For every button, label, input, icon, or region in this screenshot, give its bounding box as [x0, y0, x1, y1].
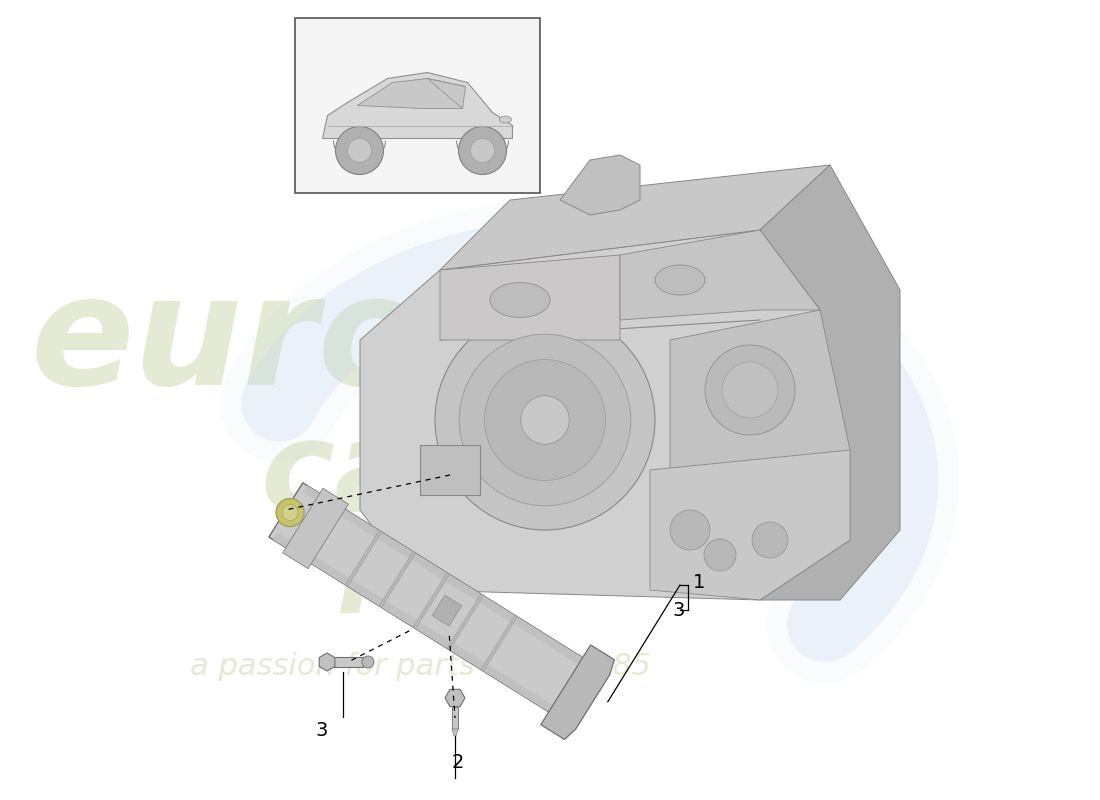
Circle shape: [704, 539, 736, 571]
Polygon shape: [650, 450, 850, 600]
Polygon shape: [440, 255, 620, 340]
Polygon shape: [327, 657, 363, 667]
Polygon shape: [620, 230, 820, 320]
Circle shape: [459, 334, 630, 506]
Circle shape: [282, 505, 298, 521]
Circle shape: [471, 138, 495, 162]
Polygon shape: [283, 488, 349, 569]
Circle shape: [752, 522, 788, 558]
Text: 3: 3: [672, 601, 684, 619]
Circle shape: [348, 138, 372, 162]
Polygon shape: [345, 530, 382, 586]
Text: car: car: [260, 415, 480, 536]
Polygon shape: [268, 482, 591, 718]
Polygon shape: [481, 615, 517, 671]
Circle shape: [362, 656, 374, 668]
Circle shape: [484, 359, 605, 481]
Polygon shape: [432, 595, 462, 626]
Circle shape: [722, 362, 778, 418]
Polygon shape: [322, 73, 513, 138]
Polygon shape: [420, 445, 480, 495]
Circle shape: [459, 126, 506, 174]
Polygon shape: [452, 729, 458, 736]
Ellipse shape: [490, 282, 550, 318]
Polygon shape: [360, 230, 850, 600]
Ellipse shape: [654, 265, 705, 295]
Text: parts: parts: [340, 507, 660, 613]
Polygon shape: [358, 78, 465, 109]
Polygon shape: [273, 533, 558, 714]
Text: 2: 2: [452, 753, 464, 771]
Ellipse shape: [499, 116, 512, 123]
Polygon shape: [560, 155, 640, 215]
Circle shape: [520, 396, 569, 444]
Polygon shape: [447, 594, 483, 650]
Text: a passion for parts since 1985: a passion for parts since 1985: [190, 652, 651, 681]
Polygon shape: [541, 645, 614, 739]
Text: 1: 1: [693, 574, 705, 593]
Text: euro: euro: [30, 268, 422, 417]
Polygon shape: [412, 573, 450, 629]
Circle shape: [336, 126, 384, 174]
Circle shape: [670, 510, 710, 550]
Polygon shape: [760, 165, 900, 600]
Polygon shape: [670, 310, 850, 470]
Circle shape: [434, 310, 654, 530]
Polygon shape: [379, 552, 416, 607]
Text: 3: 3: [316, 721, 328, 739]
Bar: [452, 707, 458, 729]
Circle shape: [705, 345, 795, 435]
Polygon shape: [319, 653, 334, 671]
Polygon shape: [446, 690, 465, 706]
Circle shape: [276, 498, 304, 526]
Bar: [295, 18, 540, 193]
Polygon shape: [302, 486, 587, 667]
Polygon shape: [440, 165, 830, 270]
